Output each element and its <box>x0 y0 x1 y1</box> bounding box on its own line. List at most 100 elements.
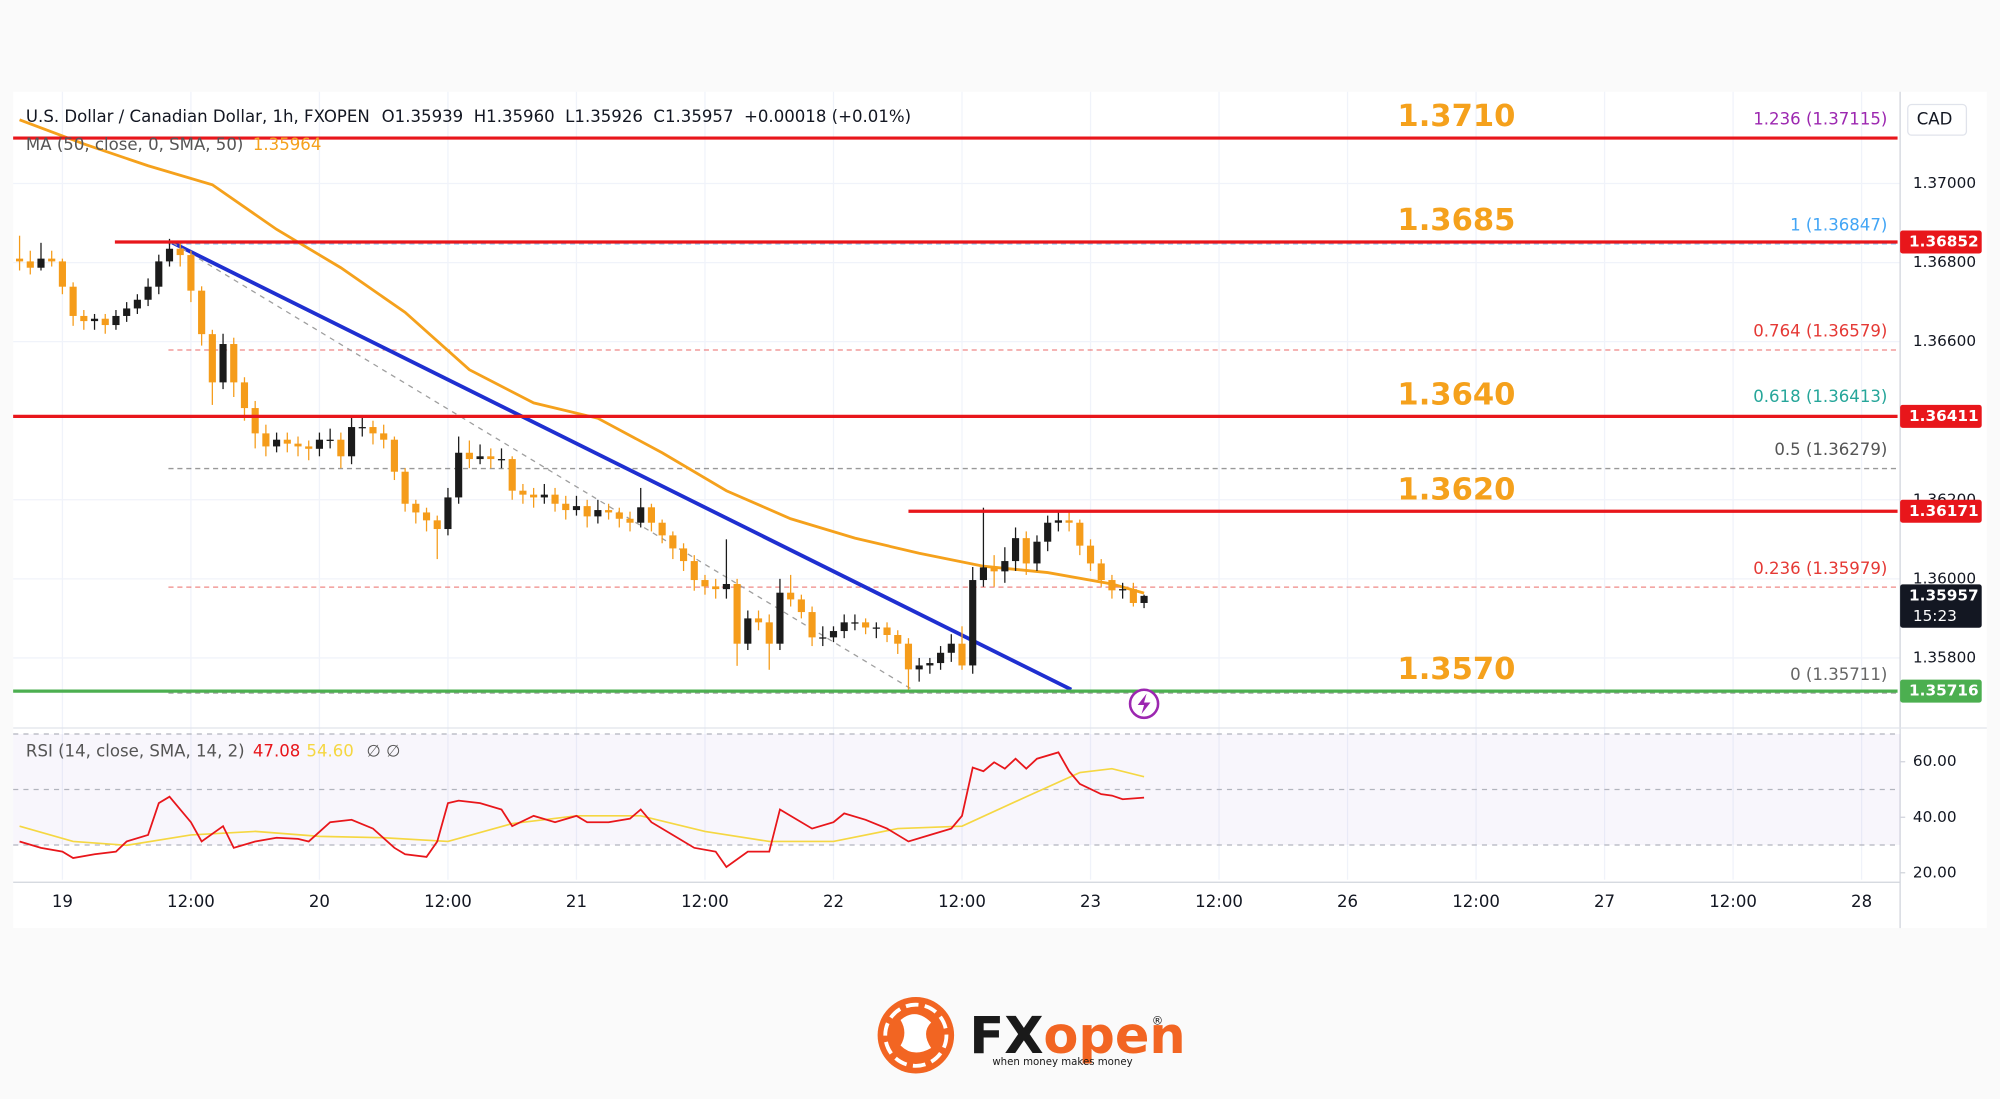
logo: FX open ® when money makes money <box>877 997 1186 1074</box>
fib-label: 0.764 (1.36579) <box>1753 322 1887 341</box>
price-countdown: 15:23 <box>1913 607 1957 625</box>
candle-body <box>615 512 623 519</box>
candle-body <box>947 643 955 653</box>
candle-body <box>37 258 45 268</box>
ma-legend-value: 1.35964 <box>253 135 322 154</box>
candle-body <box>690 561 698 581</box>
candle-body <box>712 586 720 590</box>
candle-body <box>722 583 730 590</box>
candle-body <box>915 665 923 670</box>
candle-body <box>1086 545 1095 564</box>
candle-body <box>583 506 591 517</box>
candle-body <box>519 490 527 495</box>
candle-body <box>969 580 977 666</box>
candle-body <box>862 622 870 628</box>
x-tick-label: 12:00 <box>1195 892 1243 911</box>
candle-body <box>497 459 506 461</box>
x-tick-label: 12:00 <box>1452 892 1500 911</box>
candle-body <box>572 506 581 511</box>
x-tick-label: 12:00 <box>1709 892 1757 911</box>
candle-body <box>58 261 66 287</box>
candle-body <box>347 427 356 457</box>
x-tick-label: 19 <box>52 892 73 911</box>
candle-body <box>69 286 77 316</box>
rsi-tick-label: 20.00 <box>1913 863 1957 881</box>
candle-body <box>658 522 666 536</box>
rsi-legend-value: 47.08 <box>253 742 300 761</box>
x-tick-label: 12:00 <box>424 892 472 911</box>
alert-icon[interactable] <box>1128 688 1160 720</box>
fib-label: 0.5 (1.36279) <box>1774 440 1887 459</box>
candle-body <box>230 344 238 383</box>
logo-brand-b: open <box>1043 1007 1185 1066</box>
candle-body <box>1140 595 1148 603</box>
candle-body <box>605 510 613 513</box>
trend-line <box>171 241 1073 692</box>
candle-body <box>679 548 688 562</box>
level-label: 1.3685 <box>1397 203 1515 238</box>
candle-body <box>390 439 398 472</box>
candle-body <box>80 315 88 322</box>
ma-legend: MA (50, close, 0, SMA, 50) <box>26 135 243 154</box>
logo-swirl <box>883 1002 949 1068</box>
candle-body <box>1044 522 1052 542</box>
level-label: 1.3710 <box>1397 99 1515 134</box>
candle-body <box>1011 538 1020 562</box>
x-tick-label: 12:00 <box>938 892 986 911</box>
candle-body <box>958 643 966 666</box>
candle-body <box>283 439 291 444</box>
candle-body <box>176 248 184 256</box>
x-tick-label: 22 <box>823 892 844 911</box>
logo-head <box>900 1014 932 1053</box>
candle-body <box>669 535 677 549</box>
candle-body <box>476 456 484 460</box>
price-badge <box>1900 679 1982 703</box>
candle-body <box>883 627 891 635</box>
candle-body <box>90 318 99 322</box>
logo-registered: ® <box>1152 1014 1163 1028</box>
candle-body <box>894 634 902 644</box>
candle-body <box>1076 522 1084 546</box>
candle-body <box>433 520 441 530</box>
candle-body <box>765 622 773 644</box>
price-badge-label: 1.36852 <box>1909 233 1979 251</box>
candle-body <box>787 592 795 600</box>
fib-label: 1 (1.36847) <box>1790 216 1887 235</box>
fib-label: 0.618 (1.36413) <box>1753 387 1887 406</box>
currency-label[interactable]: CAD <box>1917 109 1953 128</box>
candle-body <box>315 439 324 449</box>
candle-body <box>144 286 152 300</box>
candle-body <box>465 452 473 460</box>
price-badge-label: 1.35716 <box>1909 682 1979 700</box>
y-tick-label: 1.36000 <box>1913 569 1976 587</box>
x-tick-label: 23 <box>1080 892 1101 911</box>
rsi-tick-label: 60.00 <box>1913 752 1957 770</box>
candle-body <box>937 652 945 664</box>
x-tick-label: 12:00 <box>681 892 729 911</box>
candle-body <box>744 618 752 644</box>
y-tick-label: 1.35800 <box>1913 648 1976 666</box>
price-badge-label: 1.36411 <box>1909 407 1979 425</box>
candle-body <box>1065 520 1073 523</box>
candle-body <box>455 452 463 498</box>
candle-body <box>26 261 34 268</box>
candle-body <box>48 258 56 262</box>
candle-body <box>797 599 805 613</box>
candle-body <box>198 290 206 335</box>
level-label: 1.3570 <box>1397 652 1515 687</box>
rsi-sma-line <box>19 767 1145 847</box>
candle-body <box>626 518 634 523</box>
candle-body <box>444 497 452 530</box>
candle-body <box>251 408 259 434</box>
candle-body <box>133 299 141 309</box>
candle-body <box>219 344 227 383</box>
y-tick-label: 1.37000 <box>1913 174 1976 192</box>
candle-body <box>540 494 548 498</box>
candle-body <box>294 443 302 447</box>
candle-body <box>851 622 859 624</box>
candle-body <box>1119 589 1127 591</box>
candle-body <box>187 255 195 291</box>
rsi-sma-legend-value: 54.60 <box>306 742 353 761</box>
candle-body <box>808 612 816 638</box>
price-badge-label: 1.36171 <box>1909 502 1979 520</box>
